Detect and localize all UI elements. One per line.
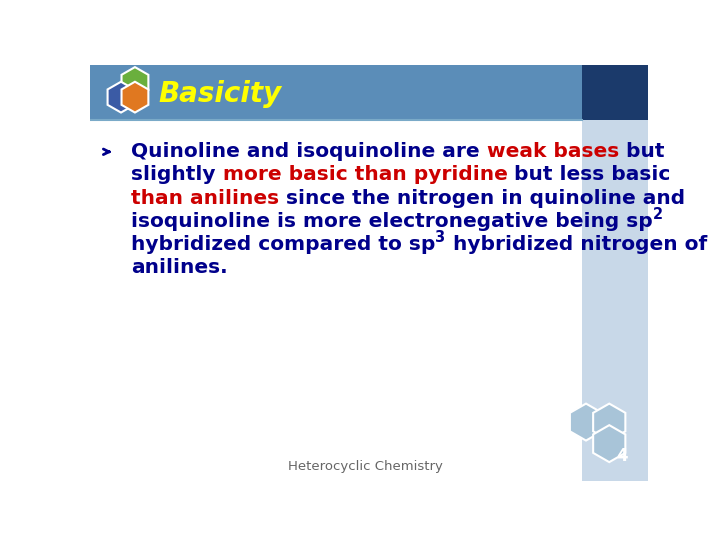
- Text: Heterocyclic Chemistry: Heterocyclic Chemistry: [288, 460, 443, 473]
- FancyBboxPatch shape: [582, 65, 648, 481]
- Text: hybridized nitrogen of: hybridized nitrogen of: [446, 235, 707, 254]
- Polygon shape: [122, 67, 148, 98]
- Text: isoquinoline is more electronegative being sp: isoquinoline is more electronegative bei…: [131, 212, 653, 231]
- FancyBboxPatch shape: [582, 65, 648, 120]
- Text: Basicity: Basicity: [158, 80, 282, 108]
- Text: more basic than pyridine: more basic than pyridine: [222, 165, 508, 185]
- Polygon shape: [107, 82, 135, 112]
- Text: anilines.: anilines.: [131, 258, 228, 277]
- Text: but: but: [619, 143, 665, 161]
- Text: weak bases: weak bases: [487, 143, 619, 161]
- Text: slightly: slightly: [131, 165, 222, 185]
- Text: 4: 4: [616, 447, 627, 465]
- Text: Quinoline and isoquinoline are: Quinoline and isoquinoline are: [131, 143, 487, 161]
- Text: 2: 2: [653, 207, 663, 222]
- Polygon shape: [570, 403, 602, 441]
- Text: but less basic: but less basic: [508, 165, 671, 185]
- Polygon shape: [593, 403, 626, 441]
- Text: hybridized compared to sp: hybridized compared to sp: [131, 235, 436, 254]
- Polygon shape: [122, 82, 148, 112]
- Text: since the nitrogen in quinoline and: since the nitrogen in quinoline and: [279, 188, 685, 207]
- FancyBboxPatch shape: [90, 65, 648, 120]
- Text: than anilines: than anilines: [131, 188, 279, 207]
- Polygon shape: [593, 425, 626, 462]
- Text: 3: 3: [436, 230, 446, 245]
